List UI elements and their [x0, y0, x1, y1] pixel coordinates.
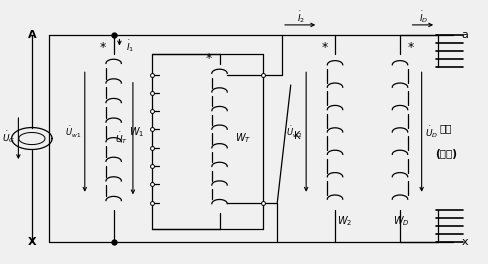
Text: *: *	[407, 41, 414, 54]
Text: $\dot{U}_{w1}$: $\dot{U}_{w1}$	[65, 124, 81, 140]
Text: $\dot{U}_D$: $\dot{U}_D$	[425, 124, 438, 140]
Text: a: a	[462, 30, 468, 40]
Text: $\dot{I}_1$: $\dot{I}_1$	[126, 38, 135, 54]
Text: *: *	[100, 41, 106, 54]
Text: A: A	[27, 30, 36, 40]
Text: $W_T$: $W_T$	[235, 132, 251, 145]
Text: x: x	[462, 237, 468, 247]
Text: *: *	[206, 52, 212, 65]
Text: $\dot{I}_2$: $\dot{I}_2$	[297, 9, 305, 25]
Text: 负载: 负载	[440, 123, 452, 133]
Text: $\dot{U}_G$: $\dot{U}_G$	[2, 129, 16, 145]
Text: $\dot{U}_T$: $\dot{U}_T$	[115, 131, 128, 146]
Text: X: X	[27, 237, 36, 247]
Text: K: K	[294, 131, 301, 141]
Text: *: *	[321, 41, 327, 54]
Text: $\dot{U}_{w2}$: $\dot{U}_{w2}$	[286, 124, 302, 140]
Text: $W_D$: $W_D$	[393, 214, 409, 228]
Text: $W_1$: $W_1$	[129, 125, 144, 139]
Text: $\dot{I}_D$: $\dot{I}_D$	[419, 9, 429, 25]
Text: (电炉): (电炉)	[435, 149, 457, 159]
Text: $W_2$: $W_2$	[337, 214, 352, 228]
